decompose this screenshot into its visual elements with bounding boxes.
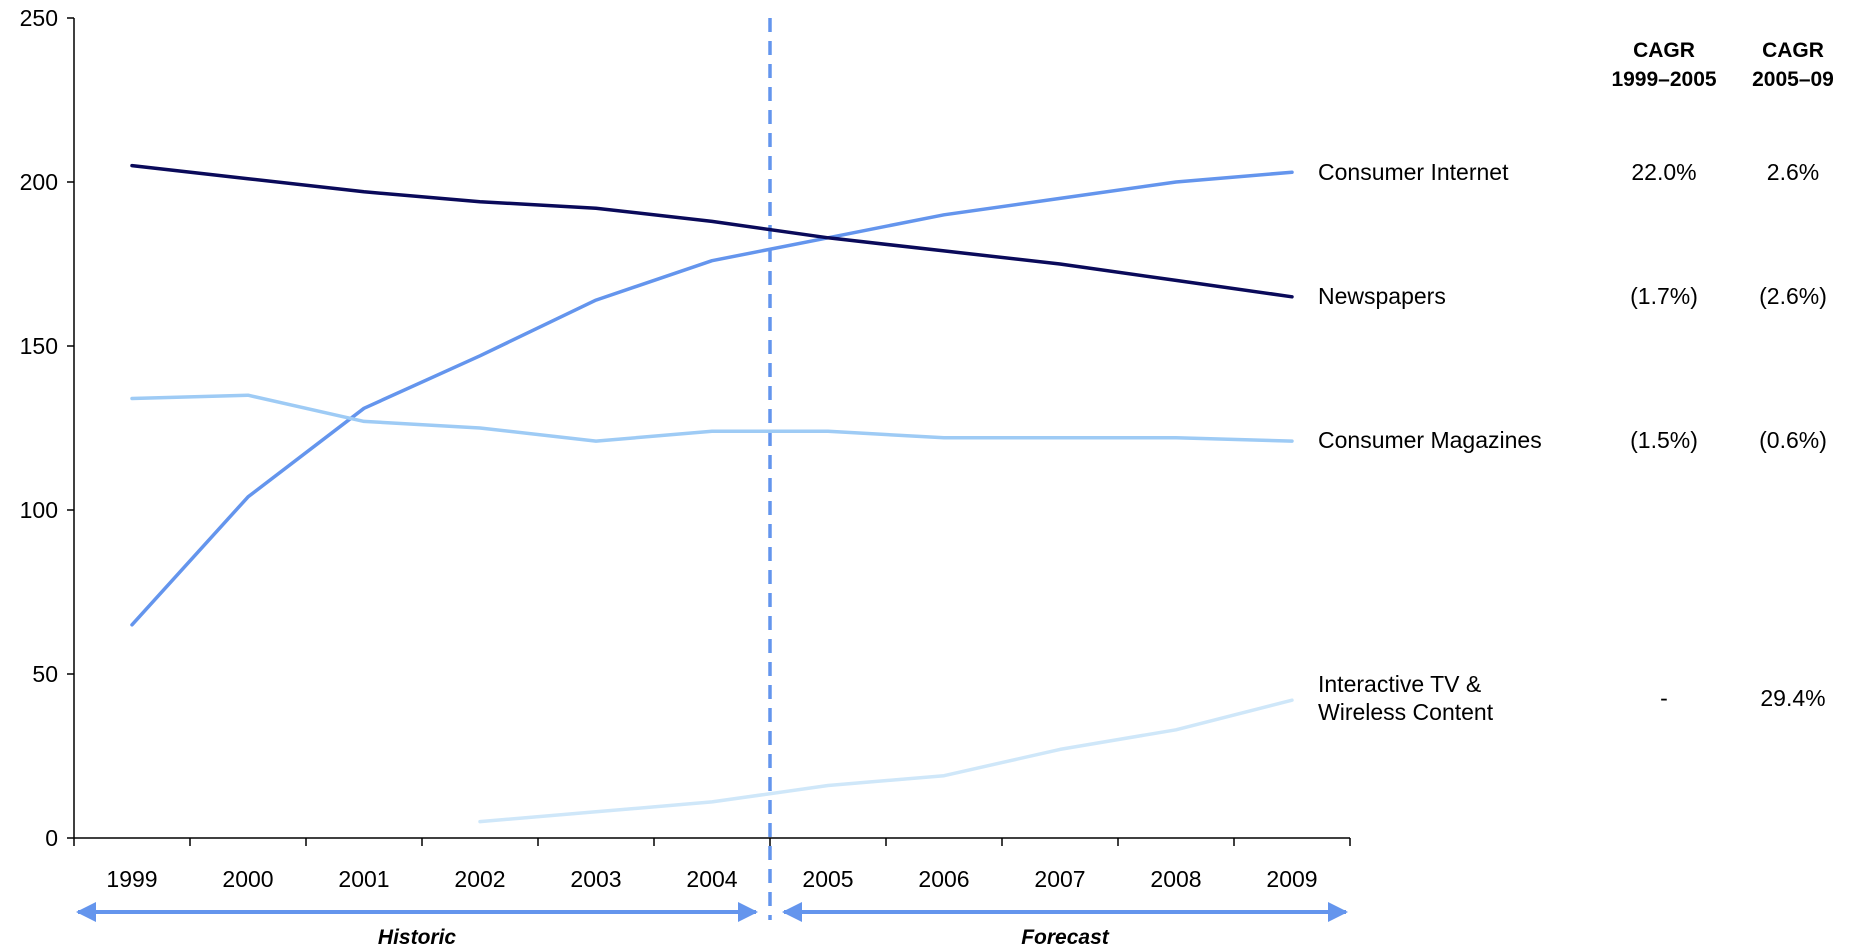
y-tick-label: 250 <box>20 5 58 31</box>
period-label-historic: Historic <box>378 926 457 948</box>
cagr-table: CAGR 1999–2005 CAGR 2005–09 Consumer Interne… <box>1318 39 1834 725</box>
x-tick-label: 2006 <box>918 866 969 892</box>
series-label-interactive-tv-wireless-content: Interactive TV & Wireless Content <box>1318 671 1494 725</box>
x-tick-label: 2009 <box>1266 866 1317 892</box>
x-tick-label: 2001 <box>338 866 389 892</box>
period-label-forecast: Forecast <box>1021 926 1110 948</box>
x-tick-label: 2007 <box>1034 866 1085 892</box>
series-label-consumer-internet: Consumer Internet <box>1318 159 1509 185</box>
x-tick-label: 2008 <box>1150 866 1201 892</box>
cagr-header-1999-2005-line1: CAGR <box>1633 39 1695 62</box>
cagr-2005-09-newspapers: (2.6%) <box>1759 283 1827 309</box>
x-tick-label: 2000 <box>222 866 273 892</box>
cagr-1999-2005-consumer-internet: 22.0% <box>1631 159 1696 185</box>
series-line-interactive-tv-wireless-content <box>478 698 1294 824</box>
y-tick-label: 150 <box>20 333 58 359</box>
x-tick-label: 2002 <box>454 866 505 892</box>
cagr-1999-2005-interactive-tv-wireless-content: - <box>1660 685 1668 711</box>
series-line-consumer-internet <box>130 170 1294 627</box>
series-line-consumer-magazines <box>130 393 1294 443</box>
cagr-2005-09-consumer-internet: 2.6% <box>1767 159 1819 185</box>
cagr-header-2005-09-line2: 2005–09 <box>1752 68 1834 91</box>
x-tick-label: 2005 <box>802 866 853 892</box>
y-tick-label: 100 <box>20 497 58 523</box>
y-axis: 0 50 100 150 200 250 <box>20 5 75 851</box>
x-axis: 1999 2000 2001 2002 2003 2004 2005 2006 2007 2008… <box>73 837 1351 892</box>
x-tick-label: 2003 <box>570 866 621 892</box>
cagr-header-2005-09-line1: CAGR <box>1762 39 1824 62</box>
series-lines <box>130 163 1294 824</box>
x-tick-label: 1999 <box>106 866 157 892</box>
cagr-2005-09-consumer-magazines: (0.6%) <box>1759 427 1827 453</box>
cagr-1999-2005-consumer-magazines: (1.5%) <box>1630 427 1698 453</box>
cagr-header-1999-2005-line2: 1999–2005 <box>1611 68 1716 91</box>
x-tick-label: 2004 <box>686 866 737 892</box>
y-tick-label: 0 <box>45 825 58 851</box>
y-tick-label: 200 <box>20 169 58 195</box>
cagr-1999-2005-newspapers: (1.7%) <box>1630 283 1698 309</box>
period-arrows: Historic Forecast <box>76 902 1348 948</box>
cagr-2005-09-interactive-tv-wireless-content: 29.4% <box>1760 685 1825 711</box>
series-line-newspapers <box>130 163 1294 299</box>
series-label-consumer-magazines: Consumer Magazines <box>1318 427 1542 453</box>
series-label-newspapers: Newspapers <box>1318 283 1446 309</box>
y-tick-label: 50 <box>32 661 58 687</box>
